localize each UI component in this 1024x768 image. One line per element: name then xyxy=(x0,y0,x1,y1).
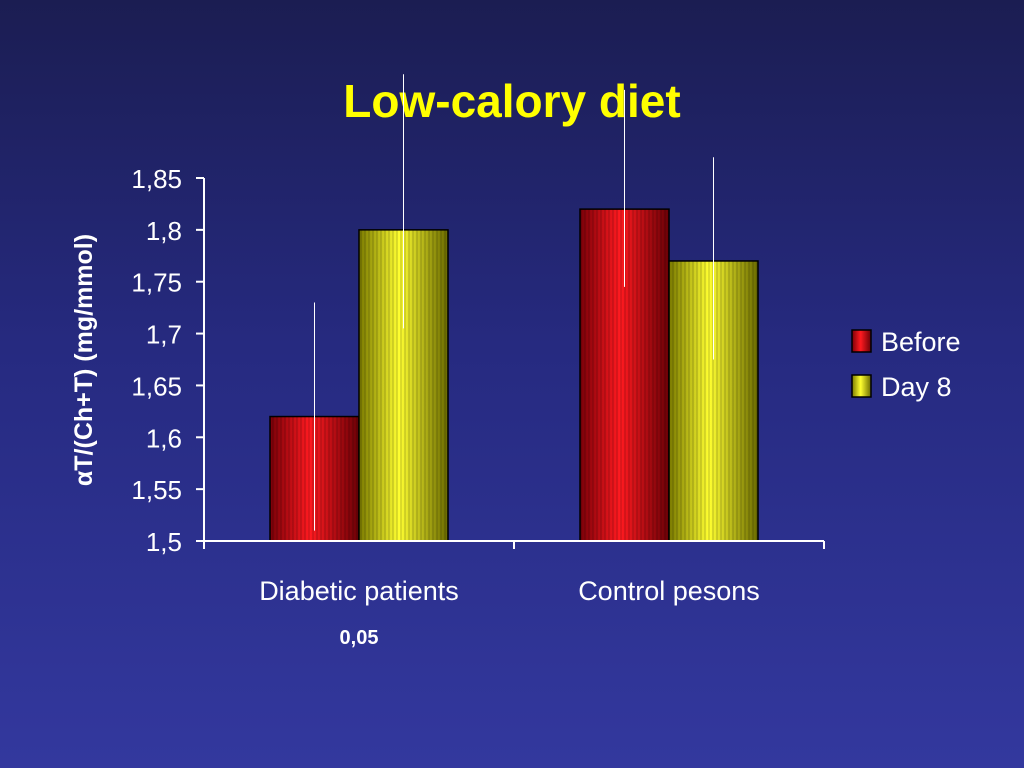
chart-title: Low-calory diet xyxy=(343,75,680,127)
legend: Before Day 8 xyxy=(851,327,961,402)
y-tick-label: 1,65 xyxy=(131,371,182,401)
bars xyxy=(269,208,759,542)
legend-label: Before xyxy=(881,327,961,357)
y-axis: 1,5 1,55 1,6 1,65 1,7 1,75 1,8 1,85 xyxy=(131,164,205,557)
error-bars xyxy=(314,74,714,531)
legend-label: Day 8 xyxy=(881,372,952,402)
y-tick-label: 1,8 xyxy=(146,216,182,246)
y-tick-label: 1,75 xyxy=(131,268,182,298)
y-tick-label: 1,5 xyxy=(146,527,182,557)
y-axis-label: αT/(Ch+T) (mg/mmol) xyxy=(70,234,98,486)
y-tick-label: 1,55 xyxy=(131,475,182,505)
x-axis: Diabetic patients Control pesons xyxy=(203,540,825,606)
y-tick-label: 1,85 xyxy=(131,164,182,194)
significance-note: 0,05 xyxy=(340,627,379,649)
x-category-label: Diabetic patients xyxy=(259,576,459,606)
y-tick-label: 1,6 xyxy=(146,423,182,453)
legend-swatch xyxy=(851,374,872,398)
x-category-label: Control pesons xyxy=(578,576,760,606)
y-tick-label: 1,7 xyxy=(146,320,182,350)
legend-swatch xyxy=(851,329,872,353)
